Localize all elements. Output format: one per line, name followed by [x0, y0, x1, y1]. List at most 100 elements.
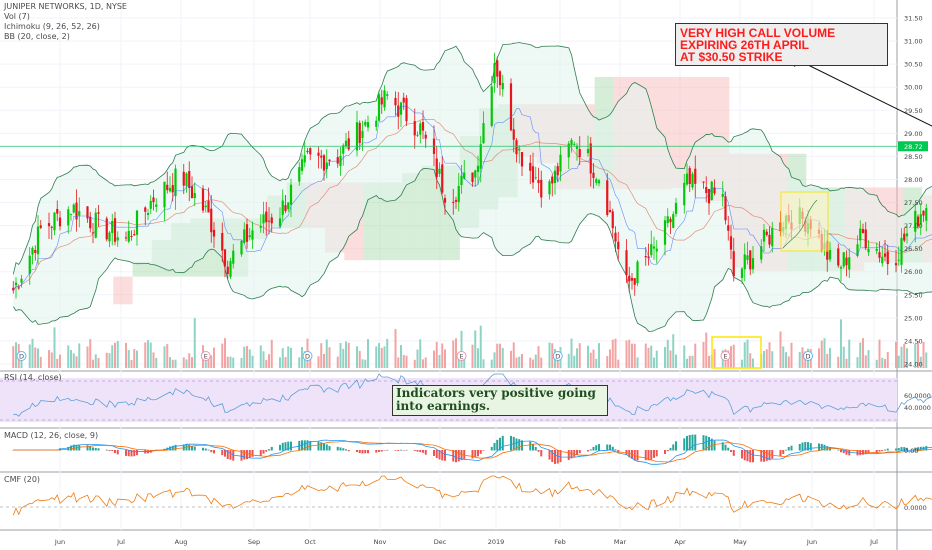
- candle-body: [405, 98, 408, 122]
- candle-body: [457, 185, 460, 203]
- volume-bar: [875, 359, 878, 368]
- macd-histogram-bar: [595, 445, 598, 451]
- candle-body: [922, 210, 925, 216]
- macd-histogram-bar: [471, 450, 474, 459]
- earnings-marker: [720, 351, 731, 361]
- earnings-marker: [200, 351, 211, 361]
- symbol-title[interactable]: JUNIPER NETWORKS, 1D, NYSE: [4, 2, 127, 11]
- candle-body: [916, 216, 920, 227]
- macd-histogram-bar: [127, 450, 130, 457]
- volume-bar: [790, 342, 793, 368]
- candle-body: [243, 229, 246, 243]
- candle-body: [270, 217, 273, 224]
- macd-histogram-bar: [752, 450, 754, 463]
- macd-histogram-bar: [301, 440, 303, 451]
- candle-body: [597, 180, 601, 184]
- candle-body: [674, 202, 678, 214]
- candle-body: [394, 97, 397, 106]
- macd-histogram-bar: [650, 450, 653, 460]
- candle-body: [512, 129, 515, 140]
- volume-bar: [730, 346, 732, 368]
- volume-bar: [653, 357, 655, 368]
- time-axis[interactable]: Jun Jul Aug Sep Oct Nov Dec 2019 Feb Mar Apr May Jun…: [54, 538, 878, 546]
- volume-bar: [155, 358, 158, 368]
- study-bb[interactable]: BB (20, close, 2): [4, 32, 70, 41]
- candle-body: [713, 187, 716, 194]
- candle-body: [287, 202, 290, 210]
- volume-bar: [878, 339, 881, 368]
- volume-bar: [193, 318, 196, 368]
- volume-bar: [691, 355, 694, 368]
- candle-body: [124, 237, 128, 239]
- volume-bar: [210, 355, 213, 368]
- candle-body: [644, 256, 647, 258]
- macd-histogram-bar: [710, 438, 713, 451]
- price-axis[interactable]: 31.50 31.00 30.50 30.00 29.50 29.00 28.50 28.00…: [0, 15, 931, 513]
- candle-body: [463, 172, 466, 179]
- macd-histogram-bar: [284, 442, 287, 451]
- macd-histogram-bar: [897, 448, 900, 451]
- candle-body: [223, 249, 227, 267]
- candle-body: [190, 186, 194, 199]
- macd-histogram-bar: [303, 440, 306, 451]
- candle-body: [531, 166, 535, 183]
- candle-body: [174, 168, 177, 197]
- volume-bar: [611, 339, 614, 368]
- candle-body: [867, 248, 870, 253]
- candle-body: [34, 249, 37, 253]
- indicator-note[interactable]: Indicators very positive going into earn…: [392, 385, 608, 416]
- macd-title[interactable]: MACD (12, 26, close, 9): [4, 431, 99, 440]
- cmf-title[interactable]: CMF (20): [4, 475, 41, 484]
- study-ichimoku[interactable]: Ichimoku (9, 26, 52, 26): [4, 22, 100, 31]
- bollinger-bands: [12, 42, 932, 332]
- volume-bar: [587, 345, 589, 368]
- volume-bar: [251, 355, 254, 368]
- macd-histogram-bar: [243, 450, 246, 460]
- macd-histogram-bar: [826, 446, 829, 451]
- event-markers: DEDEDEDE: [16, 351, 813, 361]
- volume-bar: [765, 349, 768, 368]
- candle-body: [633, 278, 636, 285]
- candle-body: [553, 170, 557, 184]
- drawings[interactable]: [711, 58, 932, 369]
- macd-histogram-bar: [499, 437, 501, 451]
- candle-body: [163, 181, 166, 208]
- macd-histogram-bar: [224, 450, 226, 457]
- call-volume-callout[interactable]: VERY HIGH CALL VOLUME EXPIRING 26TH APRI…: [675, 23, 888, 66]
- study-vol[interactable]: Vol (7): [4, 12, 30, 21]
- macd-histogram-bar: [336, 446, 339, 451]
- macd-histogram-bar: [534, 446, 537, 451]
- candle-body: [413, 121, 416, 136]
- volume-bar: [694, 343, 697, 368]
- macd-histogram-bar: [108, 450, 111, 451]
- macd-histogram-bar: [105, 449, 108, 451]
- macd-histogram-bar: [193, 446, 196, 451]
- volume-bar: [402, 355, 405, 368]
- rsi-title[interactable]: RSI (14, close): [4, 373, 62, 382]
- candle-body: [762, 229, 766, 242]
- volume-bar: [862, 338, 864, 368]
- volume-bar: [570, 338, 573, 368]
- candle-body: [771, 228, 774, 247]
- dividend-marker-label: D: [805, 353, 810, 361]
- volume-bar: [204, 354, 207, 368]
- cmf-pane: [12, 475, 932, 516]
- macd-histogram-bar: [884, 449, 886, 451]
- time-tick-label: Apr: [674, 538, 686, 546]
- candle-body: [31, 248, 34, 255]
- volume-bar: [867, 350, 870, 368]
- candle-body: [67, 209, 70, 226]
- candle-body: [438, 168, 441, 174]
- volume-bar: [224, 338, 226, 368]
- macd-histogram-bar: [328, 446, 331, 451]
- volume-bar: [34, 347, 37, 368]
- macd-histogram-bar: [246, 450, 248, 460]
- volume-bar: [460, 330, 463, 368]
- volume-bar: [130, 359, 133, 368]
- macd-histogram-bar: [144, 450, 147, 454]
- macd-histogram-bar: [424, 450, 427, 455]
- macd-histogram-bar: [444, 450, 446, 461]
- macd-histogram-bar: [862, 450, 864, 455]
- candle-body: [897, 259, 900, 261]
